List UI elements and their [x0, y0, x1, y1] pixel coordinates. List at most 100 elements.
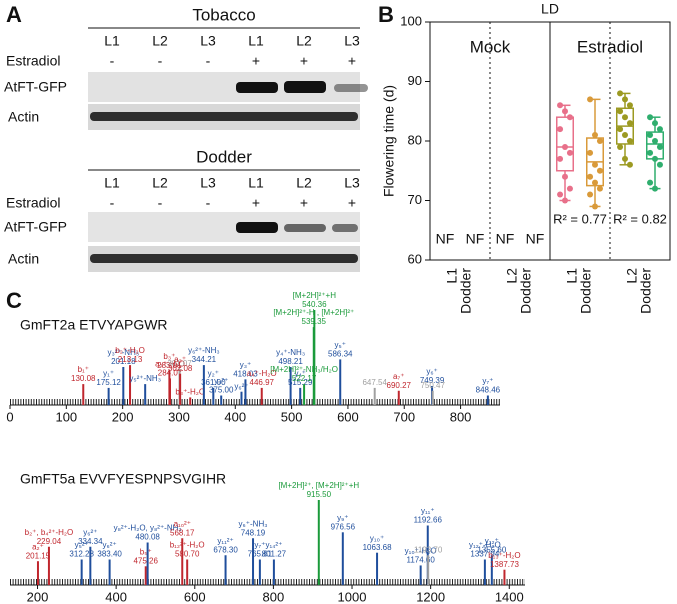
band — [236, 82, 278, 93]
band — [284, 81, 326, 93]
peak-mz: 580.70 — [175, 550, 200, 559]
x-tick-label: 200 — [27, 589, 49, 604]
panel-label: C — [6, 288, 22, 313]
peak-ion: b₁₂²⁺-H₂O — [170, 541, 205, 550]
data-point — [626, 120, 633, 127]
x-tick-label: 100 — [55, 409, 77, 424]
treatment-sign: + — [252, 53, 260, 69]
peak-ion: a₇⁺ — [393, 372, 404, 381]
peak-ion: y₄⁺-NH₃ — [276, 348, 305, 357]
lane-label: L2 — [152, 33, 168, 49]
peak-mz: 1174.60 — [406, 556, 435, 565]
peak-mz: 418.03 — [233, 369, 258, 378]
lane-label: L3 — [200, 33, 216, 49]
peak-mz: 498.21 — [278, 357, 303, 366]
x-tick-label: 1400 — [495, 589, 524, 604]
data-point — [596, 138, 603, 144]
treatment-sign: - — [110, 53, 115, 69]
peak-ion: b₁⁺ — [78, 365, 89, 374]
data-point — [647, 149, 654, 156]
data-point — [557, 102, 564, 109]
lane-label: L2 — [296, 175, 312, 191]
peak-ion: a₄⁺-H₂O — [247, 369, 277, 378]
peak-mz: 130.08 — [71, 374, 96, 383]
x-tick-label: 0 — [6, 409, 13, 424]
peak-ion: y₁₂⁺ — [485, 536, 499, 545]
data-point — [647, 114, 654, 121]
annotation: R² = 0.77 — [553, 211, 607, 226]
treatment-sign: + — [300, 195, 308, 211]
x-tick-label: 400 — [105, 589, 127, 604]
peak-ion: y₆⁺-NH₃ — [239, 519, 268, 528]
treatment-sign: + — [348, 53, 356, 69]
peak-ion: y₅⁺ — [335, 341, 346, 350]
group-title: Dodder — [196, 147, 252, 166]
peak-ion: y₈²⁺-H₂O, y₈²⁺-NH₃ — [114, 524, 182, 533]
data-point — [622, 155, 628, 162]
y-tick-label: 70 — [408, 192, 422, 207]
data-point — [562, 173, 568, 180]
data-point — [656, 161, 663, 168]
data-point — [562, 197, 568, 204]
x-tick-label: 800 — [450, 409, 472, 424]
peak-ion: y₆²⁺ — [83, 528, 97, 537]
peak-ion: y₁₀⁺-H₂O — [405, 547, 437, 556]
band — [284, 224, 326, 232]
peak-ion: b₃⁺ — [163, 352, 175, 361]
treatment-label: Estradiol — [6, 53, 60, 69]
lane-label: L1 — [248, 33, 264, 49]
lane-label: L1 — [104, 33, 120, 49]
data-point — [617, 143, 624, 150]
data-point — [592, 161, 598, 168]
peak-mz: 568.17 — [170, 528, 195, 537]
row-label: Actin — [8, 251, 39, 267]
data-point — [626, 161, 633, 168]
x-tick-label: 1200 — [416, 589, 445, 604]
peak-mz: 344.21 — [192, 355, 217, 364]
peak-ion: [M+2H]²⁺-NH₃/H₂O — [270, 365, 338, 374]
peak-mz: 283.01 — [157, 361, 182, 370]
group-label: Estradiol — [577, 37, 643, 56]
x-tick-label: L2 — [624, 268, 640, 284]
peak-mz: 750.47 — [420, 381, 445, 390]
peak-mz: 475.26 — [133, 556, 158, 565]
peak-ion: y₃²⁺-NH₃ — [107, 348, 139, 357]
lane-label: L2 — [296, 33, 312, 49]
x-tick-label: 600 — [337, 409, 359, 424]
peak-mz: 383.40 — [97, 550, 122, 559]
chart-title: LD — [541, 1, 559, 17]
peak-ion: a₃⁺-H₂O — [155, 360, 185, 369]
lane-label: L3 — [200, 175, 216, 191]
x-tick-label: 500 — [281, 409, 303, 424]
x-tick-label: Dodder — [578, 268, 594, 314]
data-point — [587, 173, 594, 180]
peak-mz: 1337.94 — [470, 550, 499, 559]
peak-ion: y₂⁺ — [208, 369, 219, 378]
peak-ion: y₅²⁺ — [75, 541, 89, 550]
peak-ion: b₂⁺-H₂O — [115, 346, 145, 355]
peak-mz: 480.08 — [135, 533, 160, 542]
data-point — [587, 191, 594, 198]
row-label: AtFT-GFP — [4, 79, 67, 95]
peak-ion: y₅²⁺-NH₃ — [129, 374, 161, 383]
data-point — [557, 126, 564, 133]
peak-ion: b₅⁺ — [140, 547, 152, 556]
peak-mz: 229.04 — [37, 537, 62, 546]
data-point — [617, 90, 624, 97]
treatment-sign: - — [158, 195, 163, 211]
peak-mz: 765.61 — [248, 550, 273, 559]
peak-ion: y₉⁺ — [337, 513, 348, 522]
data-point — [562, 143, 568, 150]
panel-label: A — [6, 2, 22, 27]
peak-mz: 446.97 — [250, 378, 275, 387]
data-point — [626, 102, 633, 109]
data-point — [596, 185, 603, 192]
data-point — [656, 143, 663, 150]
peak-mz: 522.17 — [292, 374, 317, 383]
lane-label: L3 — [344, 33, 360, 49]
band — [334, 84, 368, 92]
group-label: Mock — [470, 37, 511, 56]
peak-mz: 749.39 — [420, 376, 445, 385]
